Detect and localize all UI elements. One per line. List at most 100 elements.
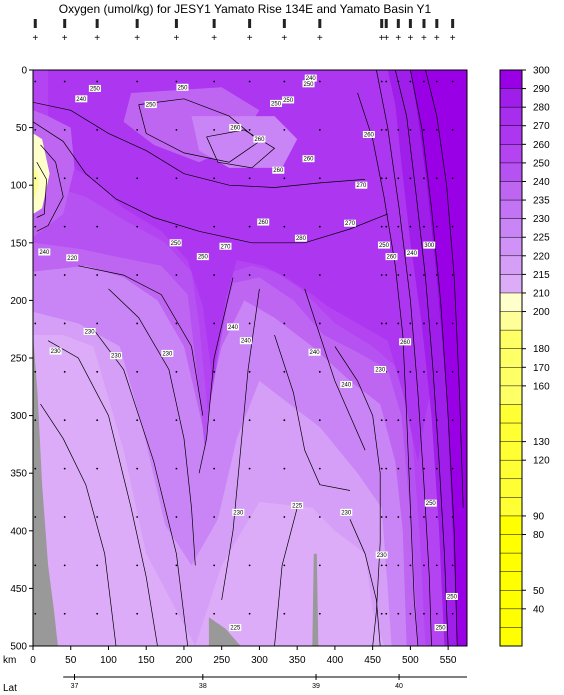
sample-dot-14 <box>435 322 438 325</box>
station-id-glyph <box>174 19 178 28</box>
y-tick-label: 250 <box>10 354 27 365</box>
sample-dot-8 <box>318 612 321 615</box>
contour-label-box <box>302 80 315 88</box>
sample-dot-5 <box>213 177 216 180</box>
contour-line-12 <box>394 70 449 646</box>
sample-dot-11 <box>397 322 400 325</box>
contour-line-1 <box>33 101 366 188</box>
contour-label-box <box>270 99 283 107</box>
sample-dot-1 <box>63 274 66 276</box>
x-tick-label: 200 <box>176 655 193 666</box>
station-id-glyph <box>282 19 286 28</box>
x-axis-label: km <box>3 655 16 666</box>
sample-dot-10 <box>385 322 388 325</box>
sample-dot-8 <box>318 225 321 228</box>
sample-dot-13 <box>423 274 425 276</box>
contour-label-box <box>253 135 266 143</box>
contour-label: 250 <box>426 501 437 507</box>
contour-line-4 <box>221 288 260 600</box>
contour-label: 270 <box>356 183 367 189</box>
colorbar-swatch <box>500 627 522 647</box>
sample-dot-9 <box>380 274 383 276</box>
contour-label-box <box>161 349 174 357</box>
sample-dot-11 <box>397 80 400 83</box>
sample-dot-13 <box>423 370 425 373</box>
colorbar-swatch <box>500 441 522 461</box>
sample-dot-5 <box>213 322 216 325</box>
sample-dot-0 <box>34 467 37 470</box>
y-tick-label: 100 <box>10 181 27 192</box>
sample-dot-13 <box>423 177 425 180</box>
bathymetry-mid <box>208 617 241 646</box>
sample-dot-13 <box>423 80 425 83</box>
sample-dot-0 <box>34 370 37 373</box>
sample-dot-4 <box>175 225 178 228</box>
station-id-glyph <box>408 19 412 28</box>
sample-dot-0 <box>34 80 37 83</box>
sample-dot-6 <box>248 322 251 325</box>
contour-label: 250 <box>379 243 390 249</box>
colorbar-swatch <box>500 107 522 127</box>
colorbar-swatch <box>500 88 522 108</box>
colorbar-label: 230 <box>533 214 550 225</box>
sample-dot-9 <box>380 322 383 325</box>
sample-dot-12 <box>409 612 412 615</box>
contour-label-box <box>377 241 390 249</box>
sample-dot-3 <box>136 370 139 373</box>
sample-dot-1 <box>63 516 66 518</box>
sample-dot-10 <box>385 80 388 83</box>
contour-label: 240 <box>228 325 239 331</box>
contour-label: 260 <box>230 126 241 132</box>
y-tick-label: 50 <box>16 123 28 134</box>
contour-label-box <box>434 624 447 632</box>
sample-dot-12 <box>409 80 412 83</box>
sample-dot-8 <box>318 80 321 83</box>
station-markers: + + + + + + + + + ++ + + + + + <box>32 19 456 44</box>
sample-dot-9 <box>380 467 383 470</box>
contour-label: 280 <box>296 236 307 242</box>
contour-line-2 <box>78 265 204 416</box>
sample-dot-8 <box>318 467 321 470</box>
contour-label: 225 <box>230 626 241 632</box>
colorbar-label: 215 <box>533 270 550 281</box>
colorbar-swatch <box>500 200 522 219</box>
colorbar-label: 210 <box>533 288 550 299</box>
sample-dot-12 <box>409 129 412 131</box>
station-id-glyph <box>33 19 37 28</box>
sample-dot-5 <box>213 80 216 83</box>
lat-tick-label: 37 <box>71 683 79 690</box>
contour-label: 260 <box>387 255 398 261</box>
sample-dot-12 <box>409 225 412 228</box>
sample-dot-7 <box>283 274 286 276</box>
sample-dot-12 <box>409 322 412 325</box>
contour-line-5 <box>47 340 158 646</box>
sample-dot-6 <box>248 612 251 615</box>
sample-dot-10 <box>385 225 388 228</box>
y-tick-label: 400 <box>10 526 27 537</box>
contour-line-7 <box>274 334 351 491</box>
contour-label: 240 <box>39 250 50 256</box>
sample-dot-9 <box>380 564 383 567</box>
sample-dot-2 <box>96 322 99 325</box>
sample-dot-2 <box>96 177 99 180</box>
sample-dot-1 <box>63 225 66 228</box>
contour-label: 260 <box>364 133 375 139</box>
contour-label-box <box>340 380 353 388</box>
contour-label-box <box>38 248 51 256</box>
sample-dot-2 <box>96 225 99 228</box>
sample-dot-4 <box>175 274 178 276</box>
colorbar-label: 300 <box>533 66 550 77</box>
sample-dot-7 <box>283 467 286 470</box>
sample-dot-6 <box>248 177 251 180</box>
sample-dot-1 <box>63 80 66 83</box>
contour-label: 220 <box>67 256 78 262</box>
sample-dot-14 <box>435 370 438 373</box>
contour-label-box <box>83 328 96 336</box>
colorbar-swatch <box>500 497 522 517</box>
colorbar-swatch <box>500 274 522 294</box>
sample-dot-14 <box>435 612 438 615</box>
sample-dot-5 <box>213 370 216 373</box>
contour-label-box <box>196 253 209 261</box>
